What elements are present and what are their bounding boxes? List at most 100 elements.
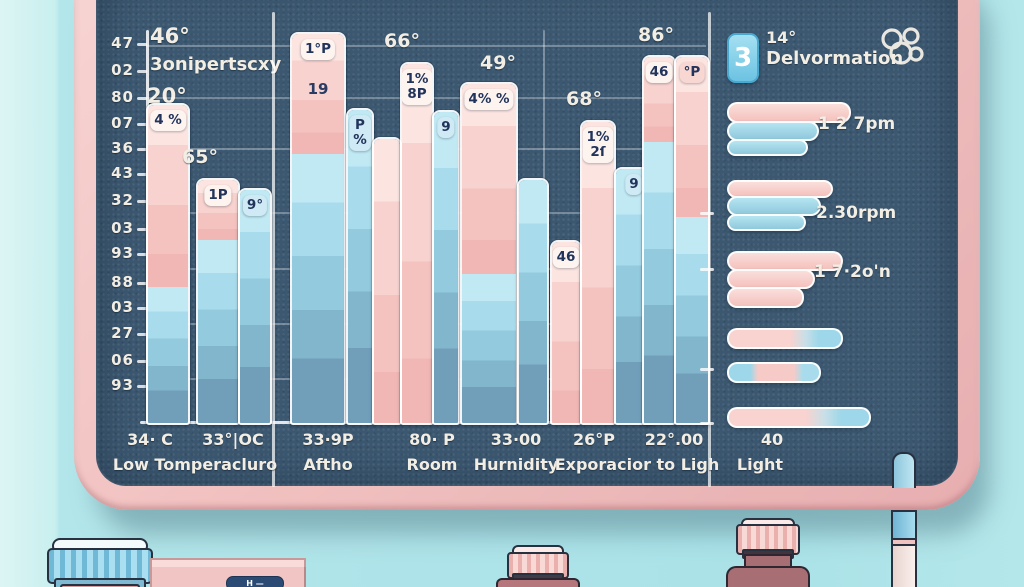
hbar-2-3 — [727, 214, 806, 231]
bar-segment-blue — [462, 274, 516, 423]
bar-value-chip: 4% % — [464, 89, 514, 111]
y-axis-tick-mark — [137, 97, 147, 100]
bar-segment-blue — [519, 180, 547, 423]
bar-value-chip: 9 — [625, 174, 643, 196]
y-axis-tick-mark — [137, 43, 147, 46]
y-axis-tick-mark — [137, 307, 147, 310]
y-axis-tick-mark — [137, 228, 147, 231]
hbar-3-3 — [727, 287, 804, 308]
bar-segment-blue — [240, 190, 270, 423]
y-axis-tick-label: 93 — [111, 376, 134, 394]
bar-10 — [517, 178, 549, 425]
hbar-4-2 — [727, 362, 821, 383]
y-axis-tick-label: 07 — [111, 114, 134, 132]
bar-segment-blue — [348, 110, 372, 423]
bar-value-chip: 46 — [645, 62, 673, 84]
floating-value-label: 49° — [480, 52, 516, 74]
bar-segment-pink — [374, 139, 400, 423]
y-axis-tick-label: 32 — [111, 191, 134, 209]
y-axis-tick-label: 47 — [111, 34, 134, 52]
x-axis-value: 34· C — [127, 430, 173, 449]
y-axis-tick-mark — [137, 385, 147, 388]
bar-value-chip: 4 % — [150, 110, 186, 132]
y-axis-tick-label: 27 — [111, 324, 134, 342]
separator-tick — [700, 368, 714, 371]
bar-value-chip: P% — [349, 115, 371, 152]
bar-15: °P — [674, 55, 710, 425]
floating-value-label: 68° — [566, 88, 602, 110]
hbar-group-label: 1 7·2o'n — [814, 262, 891, 282]
bar-value-chip: 9 — [437, 117, 455, 139]
bar-value-chip: 1P — [204, 185, 232, 207]
x-axis-category: Light — [736, 455, 784, 474]
x-axis-value: 80· P — [409, 430, 455, 449]
y-axis-tick-mark — [137, 253, 147, 256]
bar-segment-pink — [402, 64, 432, 423]
y-axis-tick-label: 93 — [111, 244, 134, 262]
panel-value: 14° — [766, 28, 797, 47]
y-axis-tick-label: 43 — [111, 164, 134, 182]
bar-1: 4 % — [146, 103, 190, 425]
x-axis-category: Aftho — [303, 455, 353, 474]
box-label: H — — [226, 576, 284, 587]
hbar-5-1 — [727, 407, 871, 428]
y-axis-tick-label: 03 — [111, 298, 134, 316]
bar-segment-pink — [148, 105, 188, 287]
hbar-1-2 — [727, 121, 819, 141]
y-axis-tick-mark — [137, 333, 147, 336]
molecule-icon — [881, 27, 924, 65]
bar-value-chip: 1% 8P — [402, 69, 432, 106]
bar-segment-pink — [552, 242, 580, 423]
y-axis-tick-label: 06 — [111, 351, 134, 369]
y-axis-tick-mark — [137, 360, 147, 363]
x-axis-category: Room — [406, 455, 458, 474]
y-axis-tick-mark — [137, 173, 147, 176]
y-axis-tick-label: 80 — [111, 88, 134, 106]
y-axis-tick-mark — [137, 123, 147, 126]
panel-title: Delvormation — [766, 48, 904, 69]
y-axis-tick-mark — [137, 282, 147, 285]
x-axis-value: 33·9P — [302, 430, 354, 449]
bar-value-chip: 46 — [552, 247, 580, 269]
gridline-horizontal — [146, 45, 706, 47]
bar-segment-blue — [644, 142, 674, 423]
separator-line — [272, 12, 275, 487]
x-axis-category: Exporacior to Ligh — [554, 455, 720, 474]
bar-3: 9° — [238, 188, 272, 425]
y-axis-tick-mark — [137, 200, 147, 203]
panel-badge: 3 — [727, 33, 759, 83]
bar-segment-blue — [292, 154, 344, 423]
hbar-4-1 — [727, 328, 843, 349]
x-axis-value: 22°.00 — [644, 430, 704, 449]
separator-tick — [700, 212, 714, 215]
bar-9: 4% % — [460, 82, 518, 425]
bar-segment-pink — [462, 84, 516, 274]
y-axis-tick-label: 03 — [111, 219, 134, 237]
y-axis-tick-mark — [137, 70, 147, 73]
hbar-2-2 — [727, 196, 821, 216]
bar-value-chip: 1°P — [300, 39, 336, 61]
corner-value-top: 46° — [150, 24, 190, 48]
hbar-group-label: 1 2 7pm — [818, 114, 896, 134]
y-axis-tick-label: 02 — [111, 61, 134, 79]
x-axis-value: 26°P — [573, 430, 615, 449]
hbar-3-2 — [727, 269, 815, 289]
hbar-1-3 — [727, 139, 808, 156]
bar-14: 46 — [642, 55, 676, 425]
bar-4: 1°P 19 — [290, 32, 346, 425]
bar-value-chip: 9° — [242, 195, 268, 217]
bar-segment-blue — [676, 217, 708, 423]
bar-segment-blue — [434, 112, 458, 423]
y-axis-tick-label: 36 — [111, 139, 134, 157]
floating-value-label: 86° — [638, 24, 674, 46]
separator-tick — [700, 268, 714, 271]
x-axis-category: Low Tomperacluro — [112, 455, 278, 474]
bar-sub-label: 19 — [307, 80, 329, 98]
x-axis-value: 33·00 — [490, 430, 542, 449]
separator-tick — [700, 422, 714, 425]
y-axis-tick-label: 88 — [111, 273, 134, 291]
